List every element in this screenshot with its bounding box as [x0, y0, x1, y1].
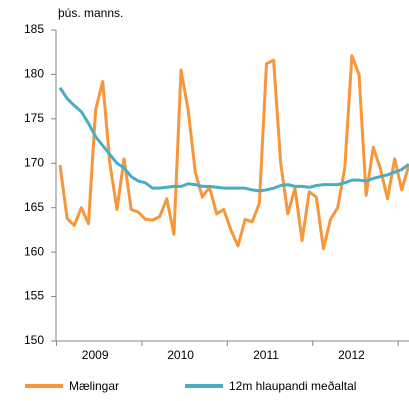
- series-line: [58, 86, 409, 193]
- y-tick-label: 185: [24, 22, 44, 36]
- series-line: [58, 54, 409, 251]
- x-tick-label: 2010: [167, 348, 194, 362]
- y-tick-label: 155: [24, 289, 44, 303]
- legend: Mælingar 12m hlaupandi meðaltal: [25, 379, 356, 393]
- x-tick-label: 2009: [82, 348, 109, 362]
- y-tick-label: 170: [24, 155, 44, 169]
- y-tick-label: 180: [24, 67, 44, 81]
- x-tick-label: 2012: [338, 348, 365, 362]
- legend-label: Mælingar: [69, 379, 119, 393]
- y-tick-label: 160: [24, 244, 44, 258]
- y-tick-label: 165: [24, 200, 44, 214]
- legend-label: 12m hlaupandi meðaltal: [229, 379, 356, 393]
- gridlines: 150 155 160 165 170 175 180 185 2009 2010 2011 2012: [24, 22, 409, 362]
- lines: [58, 54, 409, 251]
- y-tick-label: 150: [24, 333, 44, 347]
- y-axis-label: þús. manns.: [58, 6, 123, 20]
- x-tick-label: 2011: [253, 348, 279, 362]
- y-tick-label: 175: [24, 111, 44, 125]
